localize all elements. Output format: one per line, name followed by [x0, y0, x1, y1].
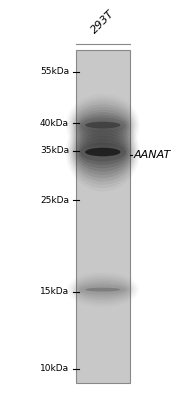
Ellipse shape — [85, 122, 120, 128]
Text: 10kDa: 10kDa — [40, 364, 69, 373]
Text: 293T: 293T — [89, 9, 116, 36]
Ellipse shape — [80, 118, 126, 132]
Ellipse shape — [77, 112, 129, 138]
Ellipse shape — [72, 104, 133, 146]
Bar — [76, 50, 130, 383]
Ellipse shape — [80, 142, 126, 162]
Ellipse shape — [69, 119, 137, 185]
Ellipse shape — [75, 110, 130, 140]
Text: 55kDa: 55kDa — [40, 67, 69, 76]
Text: AANAT: AANAT — [134, 150, 171, 160]
Ellipse shape — [69, 99, 137, 151]
Ellipse shape — [74, 129, 132, 175]
Ellipse shape — [71, 122, 135, 182]
Ellipse shape — [77, 136, 129, 168]
Ellipse shape — [72, 126, 133, 178]
Text: 35kDa: 35kDa — [40, 146, 69, 155]
Ellipse shape — [80, 285, 126, 294]
Ellipse shape — [79, 139, 127, 165]
Ellipse shape — [79, 284, 127, 296]
Ellipse shape — [75, 281, 130, 298]
Ellipse shape — [75, 132, 130, 172]
Ellipse shape — [74, 107, 132, 143]
Text: 15kDa: 15kDa — [40, 287, 69, 296]
Text: 25kDa: 25kDa — [40, 196, 69, 205]
Ellipse shape — [85, 148, 120, 156]
Ellipse shape — [79, 115, 127, 135]
Ellipse shape — [71, 102, 135, 148]
Text: 40kDa: 40kDa — [40, 118, 69, 128]
Ellipse shape — [85, 288, 120, 292]
Ellipse shape — [77, 282, 129, 297]
